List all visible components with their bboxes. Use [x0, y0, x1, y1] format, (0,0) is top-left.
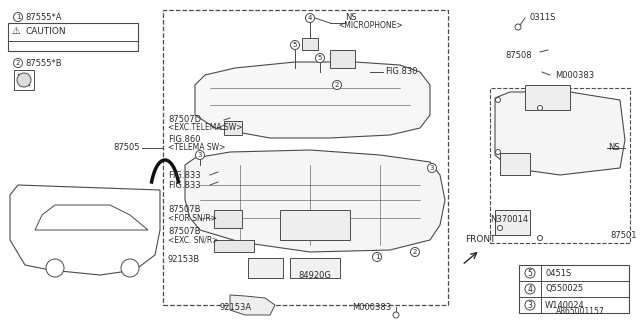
Text: 92153B: 92153B [168, 255, 200, 265]
Text: FRONT: FRONT [465, 236, 495, 244]
Text: W140024: W140024 [545, 300, 585, 309]
Text: 87507D: 87507D [168, 116, 201, 124]
Circle shape [515, 24, 521, 30]
Text: 0311S: 0311S [530, 13, 556, 22]
Text: 2: 2 [413, 249, 417, 255]
Bar [290, 258, 340, 278]
Circle shape [428, 164, 436, 172]
Text: 3: 3 [429, 165, 435, 171]
Bar [214, 240, 254, 252]
Text: 87555*B: 87555*B [25, 59, 61, 68]
Circle shape [372, 252, 381, 261]
Circle shape [495, 98, 500, 102]
Text: 87505: 87505 [113, 143, 140, 153]
Circle shape [538, 106, 543, 110]
Circle shape [525, 268, 535, 278]
Text: 5: 5 [527, 268, 532, 277]
Text: <EXC. SN/R>: <EXC. SN/R> [168, 236, 218, 244]
Circle shape [495, 149, 500, 155]
Bar [525, 85, 570, 110]
Text: 87501: 87501 [610, 230, 637, 239]
Circle shape [291, 41, 300, 50]
Text: 3: 3 [527, 300, 532, 309]
Circle shape [46, 259, 64, 277]
Text: M000383: M000383 [555, 70, 594, 79]
Bar [280, 210, 350, 240]
Bar [330, 50, 355, 68]
Circle shape [121, 259, 139, 277]
Bar [500, 153, 530, 175]
Bar [224, 121, 242, 135]
Text: FIG.833: FIG.833 [168, 171, 200, 180]
Text: 92153A: 92153A [220, 302, 252, 311]
Text: FIG.833: FIG.833 [168, 180, 200, 189]
Polygon shape [230, 295, 275, 315]
Bar [163, 10, 448, 305]
Text: 0451S: 0451S [545, 268, 572, 277]
Text: ⚠: ⚠ [12, 26, 20, 36]
Circle shape [13, 12, 22, 21]
Text: Q550025: Q550025 [545, 284, 583, 293]
Text: 87507B: 87507B [168, 228, 200, 236]
Circle shape [13, 59, 22, 68]
Text: <TELEMA SW>: <TELEMA SW> [168, 143, 225, 153]
Text: <FOR SN/R>: <FOR SN/R> [168, 213, 217, 222]
Circle shape [525, 284, 535, 294]
Circle shape [393, 312, 399, 318]
Circle shape [525, 300, 535, 310]
Bar [490, 88, 630, 243]
Bar [519, 265, 629, 313]
Text: N370014: N370014 [490, 215, 528, 225]
Circle shape [316, 53, 324, 62]
Text: 87507B: 87507B [168, 205, 200, 214]
Text: 5: 5 [318, 55, 322, 61]
Text: FIG.860: FIG.860 [168, 135, 200, 145]
Bar [495, 210, 530, 235]
Bar [8, 23, 138, 51]
Polygon shape [185, 150, 445, 252]
Bar [214, 210, 242, 228]
Circle shape [333, 81, 342, 90]
Text: FIG.830: FIG.830 [385, 68, 417, 76]
Circle shape [305, 13, 314, 22]
Polygon shape [195, 62, 430, 138]
Circle shape [195, 150, 205, 159]
Text: NS: NS [608, 143, 620, 153]
Bar [248, 258, 283, 278]
Circle shape [17, 73, 31, 87]
Polygon shape [495, 92, 625, 175]
Text: 1: 1 [375, 254, 380, 260]
Bar [302, 38, 318, 50]
Bar [14, 70, 34, 90]
Text: 87508: 87508 [505, 51, 532, 60]
Text: 5: 5 [293, 42, 297, 48]
Text: 4: 4 [527, 284, 532, 293]
Text: 84920G: 84920G [298, 270, 331, 279]
Text: 1: 1 [16, 14, 20, 20]
Text: 2: 2 [16, 60, 20, 66]
Text: 4: 4 [308, 15, 312, 21]
Circle shape [410, 247, 419, 257]
Text: <MICROPHONE>: <MICROPHONE> [338, 20, 403, 29]
Text: NS: NS [345, 13, 356, 22]
Text: 87555*A: 87555*A [25, 12, 61, 21]
Text: 2: 2 [335, 82, 339, 88]
Text: M000383: M000383 [352, 302, 391, 311]
Text: CAUTION: CAUTION [26, 27, 67, 36]
Text: <EXC.TELEMA SW>: <EXC.TELEMA SW> [168, 124, 243, 132]
Circle shape [497, 226, 502, 230]
Text: 3: 3 [198, 152, 202, 158]
Circle shape [538, 236, 543, 241]
Text: A865001157: A865001157 [556, 308, 604, 316]
